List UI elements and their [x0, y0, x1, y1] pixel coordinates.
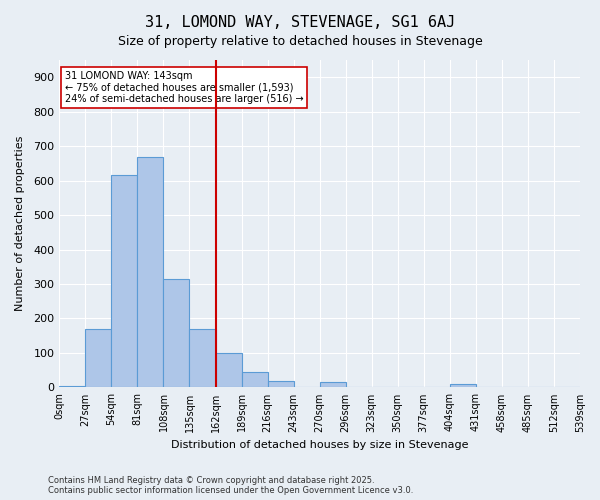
Bar — [137, 156, 163, 388]
Bar — [112, 176, 137, 388]
Bar — [215, 353, 242, 388]
Bar — [85, 329, 112, 388]
Text: 31, LOMOND WAY, STEVENAGE, SG1 6AJ: 31, LOMOND WAY, STEVENAGE, SG1 6AJ — [145, 15, 455, 30]
Bar — [268, 380, 293, 388]
Bar — [450, 384, 476, 388]
Text: 31 LOMOND WAY: 143sqm
← 75% of detached houses are smaller (1,593)
24% of semi-d: 31 LOMOND WAY: 143sqm ← 75% of detached … — [65, 71, 303, 104]
Y-axis label: Number of detached properties: Number of detached properties — [15, 136, 25, 312]
Bar — [320, 382, 346, 388]
Text: Size of property relative to detached houses in Stevenage: Size of property relative to detached ho… — [118, 35, 482, 48]
Bar — [163, 279, 190, 388]
X-axis label: Distribution of detached houses by size in Stevenage: Distribution of detached houses by size … — [171, 440, 469, 450]
Text: Contains HM Land Registry data © Crown copyright and database right 2025.
Contai: Contains HM Land Registry data © Crown c… — [48, 476, 413, 495]
Bar — [59, 386, 85, 388]
Bar — [242, 372, 268, 388]
Bar — [190, 329, 215, 388]
